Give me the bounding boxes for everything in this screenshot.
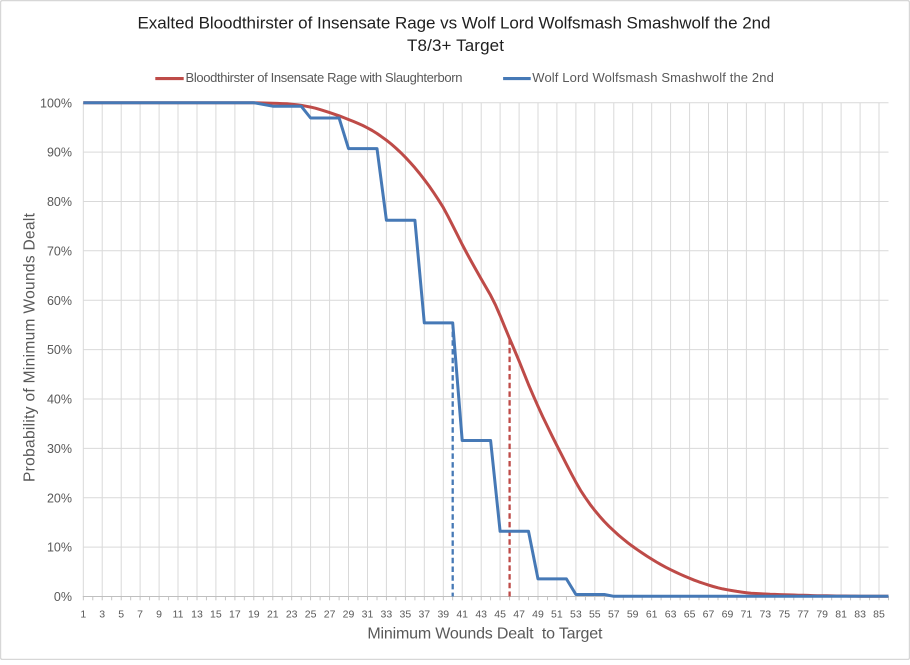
svg-text:15: 15: [210, 609, 222, 621]
svg-text:7: 7: [137, 609, 143, 621]
svg-text:81: 81: [835, 609, 847, 621]
svg-text:43: 43: [475, 609, 487, 621]
svg-text:27: 27: [324, 609, 336, 621]
svg-text:75: 75: [778, 609, 790, 621]
svg-text:77: 77: [797, 609, 809, 621]
svg-text:23: 23: [286, 609, 298, 621]
svg-text:Minimum Wounds Dealt to Targe: Minimum Wounds Dealt to Target: [367, 626, 603, 643]
svg-text:69: 69: [722, 609, 734, 621]
svg-text:61: 61: [646, 609, 658, 621]
svg-text:90%: 90%: [47, 146, 72, 160]
svg-text:30%: 30%: [47, 442, 72, 456]
svg-text:11: 11: [173, 609, 184, 621]
svg-text:73: 73: [759, 609, 771, 621]
svg-text:Bloodthirster of Insensate Rag: Bloodthirster of Insensate Rage with Sla…: [186, 70, 463, 85]
svg-text:Probability of Minimum Wounds: Probability of Minimum Wounds Dealt: [21, 212, 38, 482]
svg-text:0%: 0%: [54, 590, 72, 604]
svg-text:17: 17: [229, 609, 241, 621]
svg-text:63: 63: [665, 609, 677, 621]
svg-text:41: 41: [456, 609, 468, 621]
svg-text:21: 21: [267, 609, 279, 621]
svg-text:31: 31: [362, 609, 374, 621]
svg-text:55: 55: [589, 609, 601, 621]
svg-text:65: 65: [684, 609, 696, 621]
svg-text:67: 67: [703, 609, 715, 621]
svg-text:29: 29: [343, 609, 355, 621]
svg-text:5: 5: [118, 609, 124, 621]
svg-text:T8/3+ Target: T8/3+ Target: [407, 36, 504, 55]
svg-text:10%: 10%: [47, 541, 72, 555]
svg-text:60%: 60%: [47, 294, 72, 308]
svg-text:71: 71: [741, 609, 753, 621]
svg-text:100%: 100%: [40, 96, 72, 110]
svg-text:Wolf Lord Wolfsmash Smashwolf: Wolf Lord Wolfsmash Smashwolf the 2nd: [532, 70, 774, 85]
svg-text:35: 35: [400, 609, 412, 621]
svg-text:79: 79: [816, 609, 828, 621]
svg-text:85: 85: [873, 609, 885, 621]
svg-text:83: 83: [854, 609, 866, 621]
svg-text:33: 33: [381, 609, 393, 621]
svg-text:40%: 40%: [47, 393, 72, 407]
svg-text:49: 49: [532, 609, 544, 621]
svg-text:70%: 70%: [47, 244, 72, 258]
svg-text:25: 25: [305, 609, 317, 621]
svg-text:1: 1: [80, 609, 86, 621]
svg-text:Exalted Bloodthirster of Insen: Exalted Bloodthirster of Insensate Rage …: [138, 13, 771, 32]
svg-text:9: 9: [156, 609, 162, 621]
svg-text:19: 19: [248, 609, 260, 621]
svg-text:3: 3: [99, 609, 105, 621]
svg-text:20%: 20%: [47, 491, 72, 505]
svg-text:45: 45: [494, 609, 506, 621]
svg-text:80%: 80%: [47, 195, 72, 209]
svg-text:13: 13: [191, 609, 203, 621]
svg-text:47: 47: [513, 609, 525, 621]
svg-text:57: 57: [608, 609, 620, 621]
svg-text:50%: 50%: [47, 343, 72, 357]
svg-text:59: 59: [627, 609, 639, 621]
svg-text:53: 53: [570, 609, 582, 621]
svg-text:51: 51: [551, 609, 563, 621]
svg-text:39: 39: [437, 609, 449, 621]
svg-text:37: 37: [418, 609, 430, 621]
